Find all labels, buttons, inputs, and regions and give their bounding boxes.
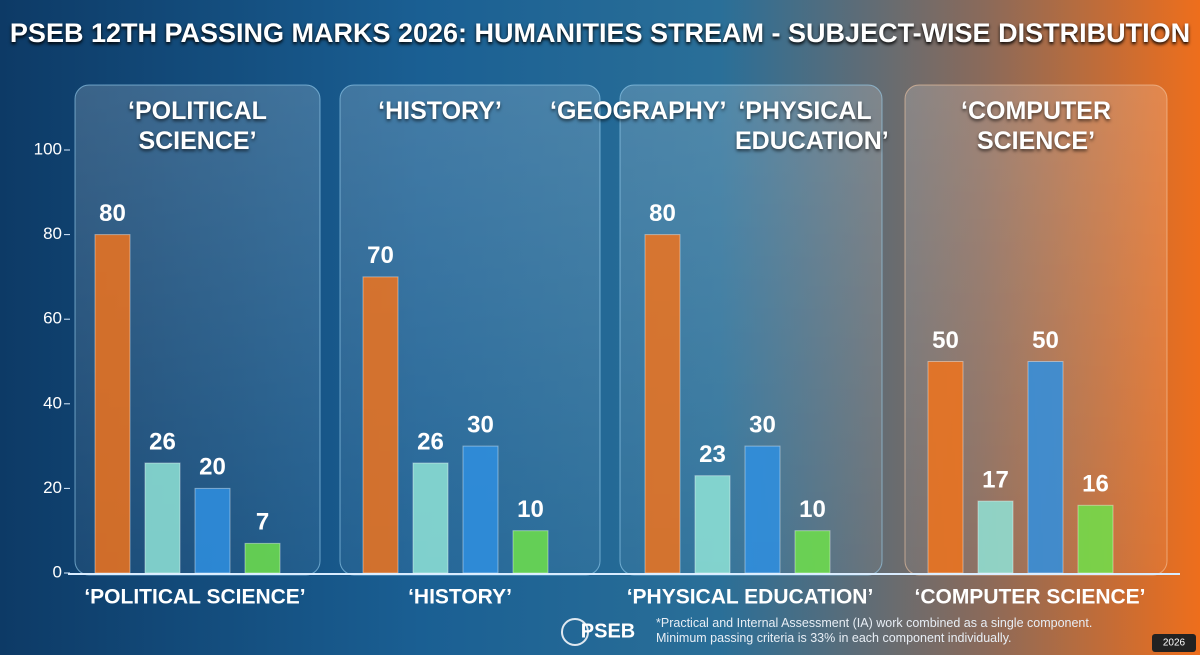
bar [462, 445, 499, 574]
value-label: 70 [367, 242, 394, 269]
value-label: 80 [99, 200, 126, 227]
bar [1077, 504, 1114, 574]
value-label: 80 [649, 200, 676, 227]
y-tick-label: 100 [34, 139, 62, 158]
value-label: 7 [256, 509, 269, 536]
value-label: 26 [417, 428, 444, 455]
y-tick-label: 40 [43, 393, 62, 412]
bar [694, 475, 731, 574]
bar [412, 462, 449, 574]
badge-box [1152, 634, 1196, 652]
value-label: 17 [982, 466, 1009, 493]
bar [744, 445, 781, 574]
value-label: 16 [1082, 471, 1109, 498]
bar [977, 500, 1014, 574]
y-tick-label: 80 [43, 224, 62, 243]
bar [512, 530, 549, 574]
y-tick-label: 0 [53, 562, 62, 581]
x-tick-label: ‘POLITICAL SCIENCE’ [84, 586, 305, 609]
badge: 2026 [1163, 638, 1186, 649]
panel-title: ‘PHYSICAL EDUCATION’ [735, 97, 889, 155]
logo-text: PSEB [581, 620, 635, 642]
bar [144, 462, 181, 574]
panel-title: ‘COMPUTER SCIENCE’ [961, 97, 1111, 155]
value-label: 30 [467, 411, 494, 438]
footnote: *Practical and Internal Assessment (IA) … [656, 616, 1093, 630]
value-label: 50 [1032, 327, 1059, 354]
panel-title: ‘POLITICAL SCIENCE’ [128, 97, 267, 155]
value-label: 26 [149, 428, 176, 455]
x-tick-label: ‘COMPUTER SCIENCE’ [914, 586, 1145, 609]
bar [644, 234, 681, 574]
x-tick-label: ‘HISTORY’ [408, 586, 512, 609]
x-tick-label: ‘PHYSICAL EDUCATION’ [627, 586, 874, 609]
bar [194, 487, 231, 574]
value-label: 10 [517, 496, 544, 523]
bar [94, 234, 131, 574]
logo-emblem [561, 618, 589, 646]
y-tick-label: 20 [43, 478, 62, 497]
panel-title: ‘HISTORY’ [378, 97, 502, 125]
bar [794, 530, 831, 574]
bar [927, 361, 964, 574]
bar [362, 276, 399, 574]
chart-title: PSEB 12TH PASSING MARKS 2026: HUMANITIES… [9, 18, 1191, 48]
value-label: 30 [749, 411, 776, 438]
panel-title: ‘GEOGRAPHY’ [550, 97, 727, 125]
bar [1027, 361, 1064, 574]
value-label: 50 [932, 327, 959, 354]
value-label: 23 [699, 441, 726, 468]
bar [244, 542, 281, 574]
y-tick-label: 60 [43, 309, 62, 328]
value-label: 20 [199, 454, 226, 481]
value-label: 10 [799, 496, 826, 523]
footnote: Minimum passing criteria is 33% in each … [656, 631, 1012, 645]
